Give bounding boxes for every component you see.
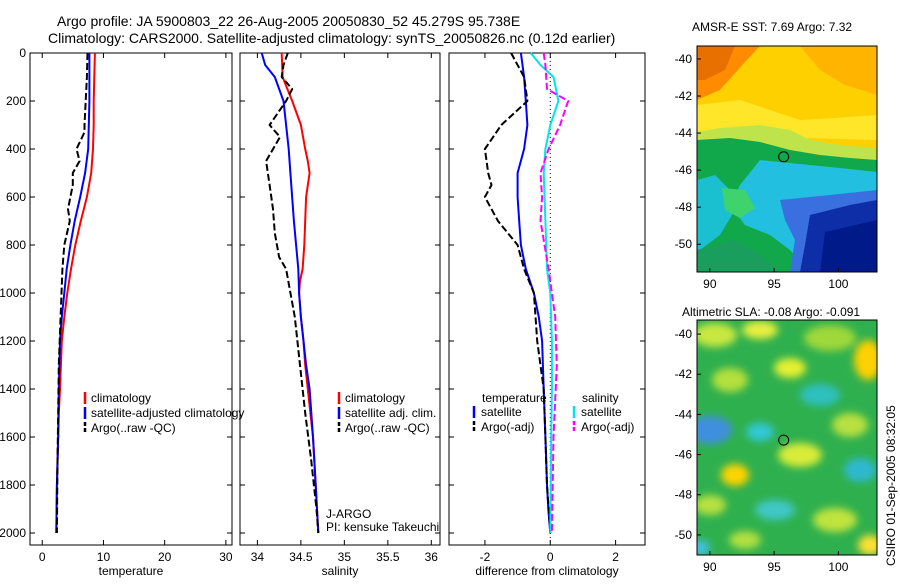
legend-label-climatology: climatology bbox=[91, 391, 151, 405]
legend-label-sal-satellite: satellite bbox=[581, 405, 622, 419]
x-tick-label: 35 bbox=[338, 550, 352, 564]
sst-map-title: AMSR-E SST: 7.69 Argo: 7.32 bbox=[692, 20, 852, 34]
y-tick-label: 1200 bbox=[0, 334, 26, 348]
temperature-axes-frame bbox=[29, 52, 233, 546]
legend-label-temp-satellite: satellite bbox=[481, 405, 522, 419]
series-line-argo-raw-qc- bbox=[265, 52, 320, 534]
x-tick-label: 36 bbox=[425, 550, 439, 564]
legend-label-argo: Argo(..raw -QC) bbox=[345, 421, 430, 435]
y-tick-label: -44 bbox=[675, 126, 693, 140]
x-tick-label: 100 bbox=[828, 277, 848, 291]
side-timestamp-label: CSIRO 01-Sep-2005 08:32:05 bbox=[884, 405, 898, 566]
y-tick-label: -40 bbox=[675, 52, 693, 66]
series-line-climatology bbox=[280, 52, 320, 534]
y-tick-label: 2000 bbox=[0, 526, 26, 540]
x-tick-label: 100 bbox=[828, 560, 848, 574]
legend-heading-salinity: salinity bbox=[582, 391, 619, 405]
y-tick-label: -50 bbox=[675, 237, 693, 251]
legend-label-climatology: climatology bbox=[345, 391, 405, 405]
x-tick-label: 95 bbox=[767, 560, 781, 574]
series-line-salinity-satellite bbox=[529, 52, 560, 534]
difference-axes-frame bbox=[448, 52, 646, 546]
series-line-salinity-argo-adj- bbox=[539, 52, 570, 534]
y-tick-label: 800 bbox=[6, 238, 26, 252]
y-tick-label: 1000 bbox=[0, 286, 26, 300]
y-tick-label: 200 bbox=[6, 94, 26, 108]
sst_map-axes: 90 95 100 -40 -42 -44 -46 -48 -50 bbox=[675, 52, 849, 291]
y-tick-label: -46 bbox=[675, 163, 693, 177]
y-tick-label: -48 bbox=[675, 488, 693, 502]
y-tick-label: 1600 bbox=[0, 430, 26, 444]
sst-field bbox=[697, 46, 877, 272]
sst-map: AMSR-E SST: 7.69 Argo: 7.32 bbox=[692, 20, 878, 273]
argo-location-marker bbox=[778, 434, 790, 446]
y-tick-label: -46 bbox=[675, 448, 693, 462]
x-tick-label: 0 bbox=[39, 550, 46, 564]
series-line-argo-raw-qc- bbox=[55, 52, 89, 534]
difference-legend: temperature satellite Argo(-adj) salinit… bbox=[472, 391, 634, 434]
series-line-satellite-adjusted-climatology bbox=[55, 53, 91, 534]
y-tick-label: -42 bbox=[675, 367, 693, 381]
temperature-legend: climatology satellite-adjusted climatolo… bbox=[83, 391, 244, 435]
sla-field bbox=[697, 320, 877, 555]
x-tick-label: 10 bbox=[97, 550, 111, 564]
sla-map-frame bbox=[696, 319, 878, 556]
x-tick-label: 2 bbox=[612, 550, 619, 564]
y-tick-label: 0 bbox=[19, 46, 26, 60]
y-tick-label: 600 bbox=[6, 190, 26, 204]
x-tick-label: 0 bbox=[547, 550, 554, 564]
temperature-x-axis-label: temperature bbox=[99, 564, 164, 578]
argo-location-marker bbox=[778, 151, 790, 163]
legend-label-sal-argo: Argo(-adj) bbox=[581, 420, 634, 434]
salinity-profile-panel: 34 34.5 35 35.5 36 salinity bbox=[239, 52, 441, 578]
sst-map-frame bbox=[696, 45, 878, 273]
series-line-satellite-adj-clim- bbox=[260, 52, 320, 534]
y-tick-label: -40 bbox=[675, 327, 693, 341]
x-tick-label: 90 bbox=[703, 560, 717, 574]
salinity-axes-frame bbox=[239, 52, 441, 546]
difference-x-axis-label: difference from climatology bbox=[475, 564, 618, 578]
x-tick-label: 34 bbox=[251, 550, 265, 564]
y-tick-label: -42 bbox=[675, 89, 693, 103]
y-tick-label: -44 bbox=[675, 407, 693, 421]
x-tick-label: 95 bbox=[767, 277, 781, 291]
y-tick-label: 400 bbox=[6, 142, 26, 156]
x-tick-label: -2 bbox=[480, 550, 491, 564]
salinity-x-axis-label: salinity bbox=[322, 564, 359, 578]
annotation-program: J-ARGO bbox=[326, 507, 371, 521]
series-line-temperature-argo-adj- bbox=[483, 52, 552, 534]
y-tick-label: -50 bbox=[675, 528, 693, 542]
temperature-profile-panel: 0 10 20 30 temperature 0 200 400 600 800 1000 1200 1… bbox=[0, 46, 233, 578]
y-tick-label: 1400 bbox=[0, 382, 26, 396]
x-tick-label: 34.5 bbox=[289, 550, 313, 564]
x-tick-label: 90 bbox=[703, 277, 717, 291]
sla-map: Altimetric SLA: -0.08 Argo: -0.091 bbox=[682, 305, 878, 556]
sla-map-title: Altimetric SLA: -0.08 Argo: -0.091 bbox=[682, 305, 860, 319]
legend-label-temp-argo: Argo(-adj) bbox=[481, 420, 534, 434]
legend-label-satellite-adjusted: satellite-adjusted climatology bbox=[91, 406, 244, 420]
legend-label-satellite-adj: satellite adj. clim. bbox=[345, 406, 436, 420]
legend-heading-temperature: temperature bbox=[482, 391, 547, 405]
salinity-legend: climatology satellite adj. clim. Argo(..… bbox=[326, 391, 439, 534]
annotation-pi: PI: kensuke Takeuchi bbox=[326, 520, 439, 534]
y-tick-label: -48 bbox=[675, 200, 693, 214]
x-tick-label: 20 bbox=[158, 550, 172, 564]
series-line-temperature-satellite bbox=[516, 52, 552, 534]
figure-title-line1: Argo profile: JA 5900803_22 26-Aug-2005 … bbox=[57, 13, 520, 29]
figure-title-line2: Climatology: CARS2000. Satellite-adjuste… bbox=[48, 30, 615, 46]
sla_map-axes: 90 95 100 -40 -42 -44 -46 -48 -50 bbox=[675, 327, 849, 574]
x-tick-label: 35.5 bbox=[376, 550, 400, 564]
y-tick-label: 1800 bbox=[0, 478, 26, 492]
x-tick-label: 30 bbox=[219, 550, 233, 564]
legend-label-argo: Argo(..raw -QC) bbox=[91, 421, 176, 435]
